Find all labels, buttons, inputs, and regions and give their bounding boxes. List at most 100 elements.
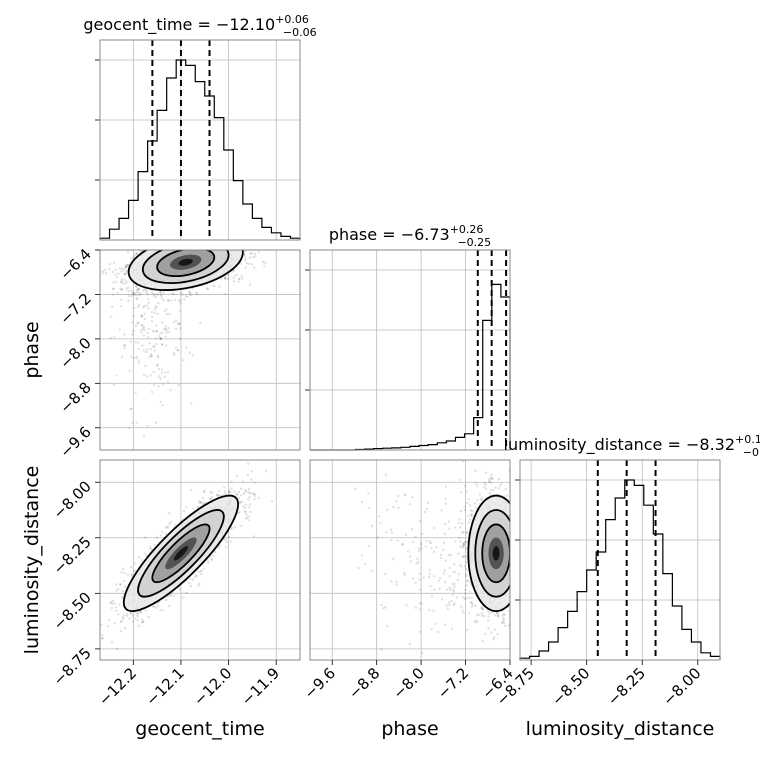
sample-point	[208, 244, 210, 246]
sample-point	[129, 340, 133, 343]
sample-point	[188, 291, 192, 294]
sample-point	[128, 369, 131, 372]
sample-point	[227, 246, 229, 248]
sample-point	[157, 301, 160, 305]
sample-point	[465, 560, 468, 564]
sample-point	[511, 527, 513, 529]
sample-point	[137, 287, 141, 290]
sample-point	[146, 331, 149, 335]
sample-point	[253, 492, 256, 496]
sample-point	[209, 241, 211, 243]
sample-point	[167, 326, 170, 330]
sample-point	[112, 281, 115, 284]
sample-point	[232, 245, 234, 247]
sample-point	[524, 560, 526, 562]
sample-point	[238, 501, 242, 505]
sample-point	[246, 473, 250, 477]
sample-point	[517, 588, 519, 590]
sample-point	[227, 535, 231, 539]
sample-point	[185, 591, 188, 595]
sample-point	[396, 539, 400, 542]
sample-point	[161, 331, 164, 334]
sample-point	[109, 315, 113, 318]
sample-point	[461, 544, 465, 547]
sample-point	[521, 520, 523, 522]
sample-point	[203, 247, 205, 249]
sample-point	[174, 327, 178, 330]
sample-point	[415, 562, 418, 565]
sample-point	[127, 289, 130, 293]
sample-point	[202, 501, 205, 505]
sample-point	[138, 291, 141, 295]
sample-point	[526, 580, 528, 582]
sample-point	[179, 299, 182, 302]
sample-point	[139, 610, 142, 613]
sample-point	[166, 370, 170, 374]
sample-point	[181, 244, 183, 246]
sample-point	[168, 330, 171, 334]
sample-point	[141, 621, 144, 624]
sample-point	[148, 224, 150, 226]
hist-panel-geocent_time	[100, 40, 300, 240]
sample-point	[511, 587, 513, 589]
sample-point	[137, 556, 141, 559]
sample-point	[503, 624, 506, 628]
sample-point	[161, 383, 165, 386]
sample-point	[126, 251, 130, 254]
sample-point	[191, 237, 193, 239]
sample-point	[514, 532, 516, 534]
sample-point	[489, 489, 493, 492]
sample-point	[123, 585, 127, 589]
sample-point	[136, 305, 140, 309]
sample-point	[133, 254, 136, 257]
sample-point	[511, 527, 513, 529]
sample-point	[197, 570, 201, 574]
sample-point	[228, 244, 230, 246]
sample-point	[125, 287, 128, 290]
sample-point	[511, 562, 513, 564]
sample-point	[244, 511, 247, 514]
sample-point	[120, 620, 123, 623]
density-geocent_time-phase	[100, 224, 267, 438]
sample-point	[538, 550, 540, 552]
sample-point	[215, 235, 217, 237]
sample-point	[215, 247, 217, 249]
sample-point	[115, 609, 118, 612]
sample-point	[522, 554, 524, 556]
sample-point	[160, 368, 164, 371]
sample-point	[458, 563, 462, 567]
sample-point	[382, 607, 385, 610]
sample-point	[167, 242, 169, 244]
sample-point	[156, 312, 159, 316]
sample-point	[525, 545, 527, 547]
sample-point	[515, 547, 517, 549]
sample-point	[172, 351, 176, 355]
sample-point	[149, 234, 151, 236]
sample-point	[414, 535, 417, 539]
sample-point	[213, 246, 215, 248]
sample-point	[160, 337, 163, 340]
sample-point	[248, 495, 251, 499]
sample-point	[515, 524, 517, 526]
sample-point	[512, 564, 514, 566]
sample-point	[100, 634, 104, 637]
sample-point	[464, 568, 468, 571]
sample-point	[522, 589, 524, 591]
sample-point	[418, 608, 422, 611]
sample-point	[169, 299, 173, 302]
sample-point	[364, 562, 367, 565]
sample-point	[228, 246, 230, 248]
sample-point	[517, 567, 519, 569]
sample-point	[143, 328, 146, 332]
sample-point	[232, 276, 235, 280]
sample-point	[147, 615, 150, 619]
sample-point	[230, 528, 233, 531]
sample-point	[155, 247, 157, 249]
sample-point	[526, 602, 528, 604]
sample-point	[514, 506, 516, 508]
sample-point	[141, 324, 144, 327]
sample-point	[199, 232, 201, 234]
sample-point	[215, 247, 217, 249]
sample-point	[159, 337, 162, 341]
sample-point	[141, 620, 145, 623]
